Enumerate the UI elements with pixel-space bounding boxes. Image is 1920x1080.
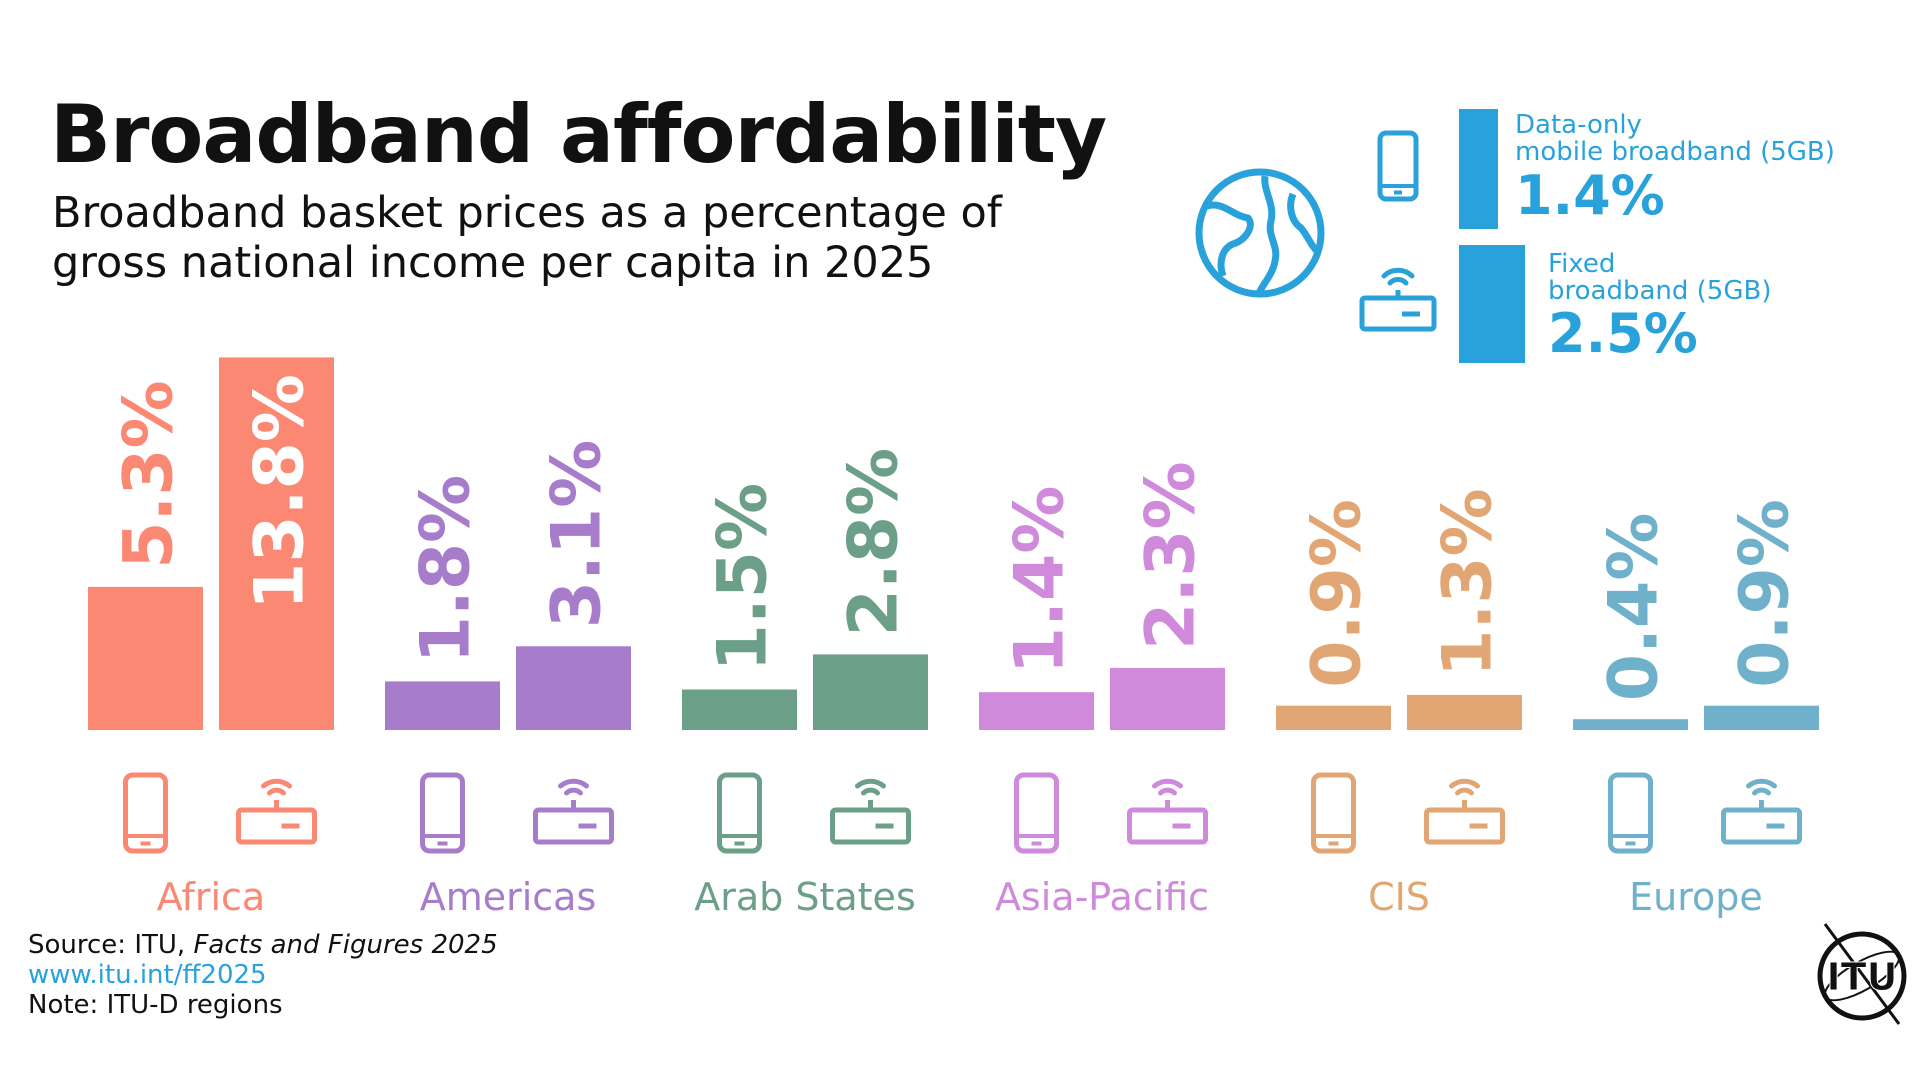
router-icon: [1127, 778, 1208, 845]
source-title: Facts and Figures 2025: [193, 930, 498, 960]
source-prefix: Source: ITU,: [28, 930, 194, 960]
router-icon-body: [1424, 807, 1505, 845]
router-icon-wave-inner: [564, 787, 583, 796]
router-icon-wave-outer: [1449, 778, 1480, 789]
router-icon-wave-inner: [1158, 787, 1177, 796]
data-label-arab-states-mobile: 1.5%: [704, 483, 783, 672]
router-icon: [236, 778, 317, 845]
router-icon-body: [830, 807, 911, 845]
bar-americas-mobile: [385, 681, 500, 730]
phone-icon: [1311, 772, 1356, 854]
data-label-europe-fixed: 0.9%: [1726, 499, 1805, 688]
router-icon-wave-outer: [1152, 778, 1183, 789]
bar-americas-fixed: [516, 646, 631, 730]
bar-africa-fixed: [219, 357, 334, 730]
router-icon-wave-outer: [855, 778, 886, 789]
chart-bars: 5.3% 13.8% Africa 1.8% 3.1% Americas 1.5% 2.8% A…: [88, 357, 1819, 919]
phone-icon: [420, 772, 465, 854]
phone-icon: [1377, 130, 1419, 202]
data-label-americas-fixed: 3.1%: [538, 440, 617, 629]
phone-icon: [123, 772, 168, 854]
phone-icon: [1014, 772, 1059, 854]
router-icon: [533, 778, 614, 845]
legend-label-fixed-line2: broadband (5GB): [1548, 276, 1772, 306]
data-label-cis-mobile: 0.9%: [1298, 499, 1377, 688]
bar-europe-mobile: [1573, 719, 1688, 730]
router-icon: [1721, 778, 1802, 845]
footnote: Note: ITU-D regions: [28, 990, 283, 1020]
phone-icon-body: [1608, 772, 1653, 854]
data-label-cis-fixed: 1.3%: [1429, 488, 1508, 677]
router-icon-wave-outer: [261, 778, 292, 789]
data-label-asia-pacific-fixed: 2.3%: [1132, 461, 1211, 650]
bar-europe-fixed: [1704, 705, 1819, 730]
itu-logo-text: ITU: [1827, 955, 1898, 999]
category-label-africa: Africa: [157, 875, 265, 919]
legend-label-fixed-line1: Fixed: [1548, 249, 1616, 279]
category-label-americas: Americas: [420, 875, 597, 919]
source-line: Source: ITU, Facts and Figures 2025: [28, 930, 498, 960]
router-icon-body: [533, 807, 614, 845]
legend-label-fixed: Fixed broadband (5GB): [1548, 251, 1771, 305]
data-label-americas-mobile: 1.8%: [407, 475, 486, 664]
category-label-asia-pacific: Asia-Pacific: [995, 875, 1209, 919]
router-icon-wave-outer: [558, 778, 589, 789]
category-label-europe: Europe: [1629, 875, 1763, 919]
router-icon: [1359, 267, 1437, 332]
phone-icon-body: [1014, 772, 1059, 854]
source-link[interactable]: www.itu.int/ff2025: [28, 960, 267, 990]
phone-icon: [717, 772, 762, 854]
globe-icon: [1195, 168, 1325, 298]
router-icon: [830, 778, 911, 845]
legend-bar-mobile: [1459, 109, 1498, 229]
page-subtitle: Broadband basket prices as a percentage …: [52, 188, 1002, 288]
data-label-arab-states-fixed: 2.8%: [835, 448, 914, 637]
router-icon-body: [236, 807, 317, 845]
router-icon-wave-inner: [1455, 787, 1474, 796]
legend-bar-fixed: [1459, 245, 1525, 363]
category-label-cis: CIS: [1368, 875, 1430, 919]
legend-label-mobile: Data-only mobile broadband (5GB): [1515, 112, 1835, 166]
phone-icon-body: [420, 772, 465, 854]
router-icon-wave-inner: [861, 787, 880, 796]
phone-icon: [1608, 772, 1653, 854]
router-icon-wave-inner: [267, 787, 286, 796]
category-label-arab-states: Arab States: [694, 875, 916, 919]
bar-asia-pacific-mobile: [979, 692, 1094, 730]
router-icon: [1424, 778, 1505, 845]
legend-value-fixed: 2.5%: [1548, 302, 1698, 365]
router-icon-body: [1127, 807, 1208, 845]
data-label-africa-mobile: 5.3%: [110, 380, 189, 569]
bar-cis-mobile: [1276, 705, 1391, 730]
itu-logo: ITU: [1817, 923, 1907, 1025]
bar-africa-mobile: [88, 586, 203, 730]
legend-label-mobile-line2: mobile broadband (5GB): [1515, 137, 1835, 167]
page-title: Broadband affordability: [50, 88, 1107, 181]
bar-arab-states-fixed: [813, 654, 928, 730]
phone-icon-body: [1311, 772, 1356, 854]
legend-label-mobile-line1: Data-only: [1515, 110, 1642, 140]
router-icon-body: [1721, 807, 1802, 845]
data-label-africa-fixed: 13.8%: [241, 374, 320, 610]
router-icon-wave-outer: [1746, 778, 1777, 789]
bar-arab-states-mobile: [682, 689, 797, 730]
router-icon-wave-inner: [1752, 787, 1771, 796]
bar-cis-fixed: [1407, 694, 1522, 730]
phone-icon-body: [123, 772, 168, 854]
phone-icon-body: [717, 772, 762, 854]
legend-value-mobile: 1.4%: [1515, 164, 1665, 227]
data-label-europe-mobile: 0.4%: [1595, 513, 1674, 702]
bar-asia-pacific-fixed: [1110, 667, 1225, 730]
data-label-asia-pacific-mobile: 1.4%: [1001, 486, 1080, 675]
